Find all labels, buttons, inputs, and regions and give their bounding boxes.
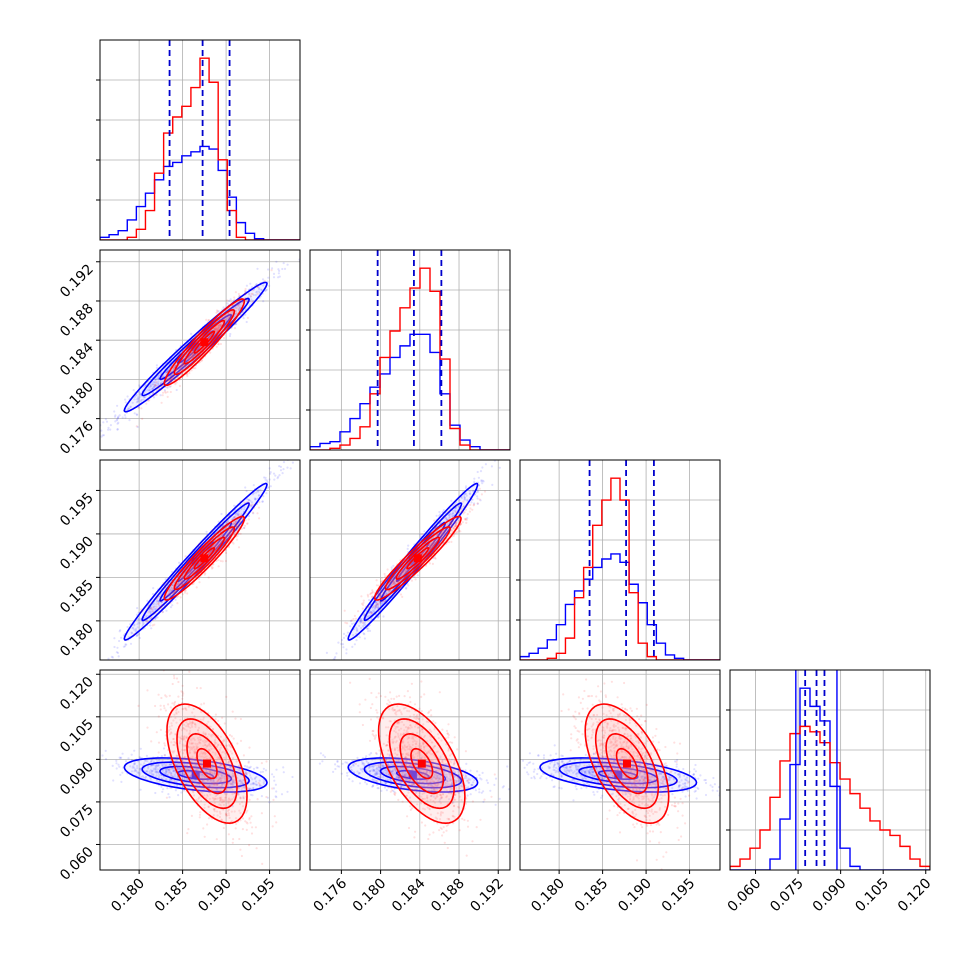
x-tick-label: 0.192 — [467, 876, 507, 916]
x-tick-label: 0.188 — [428, 876, 468, 916]
histogram-red — [520, 477, 720, 660]
axes-frame — [99, 249, 301, 451]
x-tick-label: 0.180 — [350, 876, 390, 916]
y-tick-label: 0.120 — [57, 674, 97, 714]
axes-frame — [519, 669, 721, 871]
histogram-blue — [730, 687, 930, 870]
axes-frame — [99, 459, 301, 661]
x-tick-label: 0.190 — [195, 876, 235, 916]
x-tick-label: 0.075 — [767, 876, 807, 916]
x-tick-label: 0.180 — [108, 876, 148, 916]
y-tick-label: 0.060 — [57, 844, 97, 884]
histogram-red — [100, 57, 300, 240]
joint-panel-p0-p2 — [99, 459, 301, 661]
density-peak-blue — [408, 557, 417, 566]
x-tick-label: 0.185 — [152, 876, 192, 916]
density-peak-red — [200, 554, 209, 563]
y-tick-label: 0.180 — [57, 620, 97, 660]
y-tick-label: 0.190 — [57, 533, 97, 573]
x-tick-label: 0.185 — [572, 876, 612, 916]
x-tick-label: 0.090 — [810, 876, 850, 916]
hist-panel-p2 — [516, 459, 721, 661]
hist-panel-p3 — [726, 669, 931, 871]
x-tick-label: 0.195 — [659, 876, 699, 916]
histogram-blue — [520, 553, 720, 660]
y-tick-label: 0.180 — [57, 379, 97, 419]
density-peak-red — [413, 554, 422, 563]
axes-frame — [519, 459, 721, 661]
histogram-blue — [310, 333, 510, 450]
y-tick-label: 0.184 — [57, 340, 97, 380]
x-tick-label: 0.190 — [615, 876, 655, 916]
scatter-red — [137, 670, 278, 866]
x-tick-label: 0.184 — [389, 875, 429, 915]
histogram-red — [730, 725, 930, 870]
y-tick-label: 0.075 — [57, 801, 97, 841]
joint-panel-p1-p2 — [309, 459, 511, 661]
y-tick-label: 0.105 — [57, 716, 97, 756]
y-tick-label: 0.090 — [57, 759, 97, 799]
density-peak-blue — [614, 771, 623, 779]
histogram-blue — [100, 145, 300, 240]
joint-panel-p2-p3 — [519, 669, 721, 871]
axes-frame — [99, 669, 301, 871]
y-tick-label: 0.176 — [57, 418, 97, 458]
histogram-red — [310, 267, 510, 450]
x-tick-label: 0.060 — [725, 876, 765, 916]
x-tick-label: 0.120 — [895, 876, 935, 916]
axes-frame — [99, 39, 301, 241]
hist-panel-p0 — [96, 39, 301, 241]
y-tick-label: 0.192 — [57, 261, 97, 301]
joint-panel-p0-p1 — [99, 249, 301, 451]
axes-frame — [309, 249, 511, 451]
y-tick-label: 0.188 — [57, 300, 97, 340]
y-tick-label: 0.195 — [57, 490, 97, 530]
x-tick-label: 0.105 — [852, 876, 892, 916]
x-tick-label: 0.180 — [528, 876, 568, 916]
joint-panel-p1-p3 — [309, 669, 511, 871]
density-peak-blue — [408, 771, 417, 779]
density-peak-red — [200, 338, 209, 347]
x-tick-label: 0.176 — [311, 875, 351, 915]
density-peak-red — [203, 759, 211, 768]
density-peak-red — [623, 759, 631, 768]
axes-frame — [309, 669, 511, 871]
density-peak-red — [417, 759, 426, 768]
hist-panel-p1 — [306, 249, 511, 451]
x-tick-label: 0.195 — [239, 876, 279, 916]
y-tick-label: 0.185 — [57, 577, 97, 617]
joint-panel-p0-p3 — [99, 669, 301, 871]
density-peak-blue — [191, 343, 200, 352]
axes-frame — [309, 459, 511, 661]
axes-frame — [729, 669, 931, 871]
